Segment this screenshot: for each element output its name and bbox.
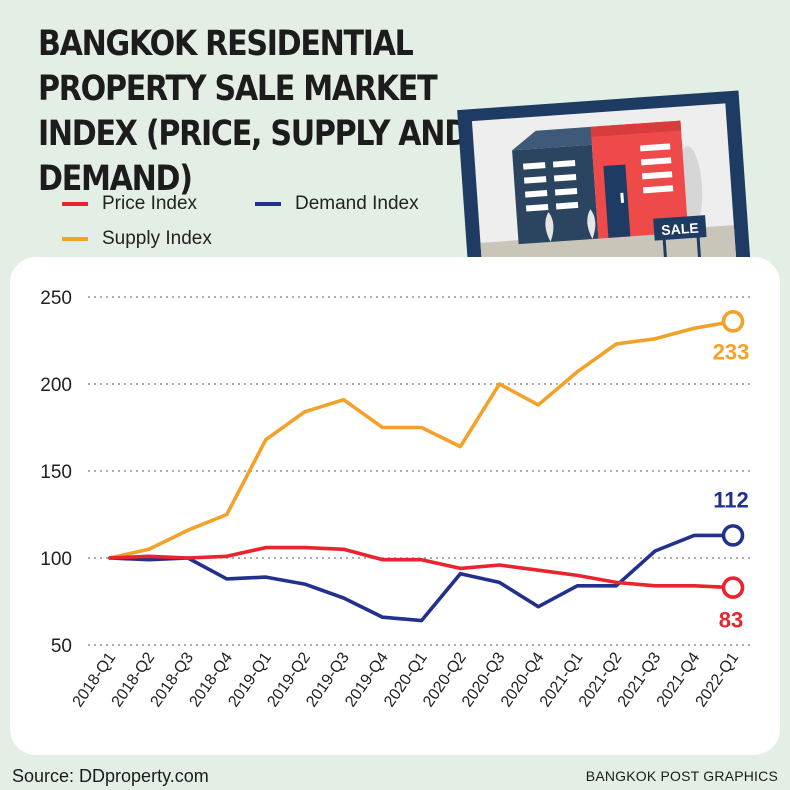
- source-note: Source: DDproperty.com: [12, 766, 209, 786]
- line-chart: 50 100 150 200 250 2018-Q12018-Q22018-Q32018…: [40, 288, 750, 710]
- legend-item-price: Price Index: [62, 193, 197, 215]
- end-point-marker: [721, 310, 745, 333]
- end-labels: 233 112 83: [713, 310, 750, 633]
- x-axis-ticks: 2018-Q12018-Q22018-Q32018-Q42019-Q12019-…: [70, 649, 743, 710]
- legend-swatch-supply: [62, 237, 88, 241]
- graphics-credit: BANGKOK POST GRAPHICS: [585, 768, 778, 784]
- chart-card: 50 100 150 200 250 2018-Q1 2018-Q2 2018-Q3 2018…: [10, 257, 780, 755]
- series-line-supply-index: [108, 319, 735, 560]
- y-tick-label: 50: [51, 636, 72, 657]
- sale-sign-text: SALE: [661, 220, 699, 239]
- legend-item-supply: Supply Index: [62, 228, 212, 250]
- series-line-demand-index: [108, 533, 735, 623]
- end-value-label: 112: [713, 487, 749, 512]
- y-tick-label: 100: [40, 549, 72, 570]
- legend-label-demand: Demand Index: [295, 193, 419, 214]
- series-line-price-index: [108, 545, 735, 590]
- legend-item-demand: Demand Index: [255, 193, 419, 215]
- legend-label-supply: Supply Index: [102, 228, 212, 249]
- end-value-label: 233: [713, 339, 750, 364]
- end-point-marker: [721, 576, 745, 599]
- legend-swatch-demand: [255, 202, 281, 206]
- grid-lines: [88, 296, 750, 646]
- y-axis-ticks: 50 100 150 200 250: [40, 288, 72, 657]
- y-tick-label: 200: [40, 375, 72, 396]
- chart-title: BANGKOK RESIDENTIAL PROPERTY SALE MARKET…: [38, 24, 469, 199]
- end-value-label: 83: [719, 608, 743, 633]
- end-point-marker: [721, 524, 745, 547]
- legend-swatch-price: [62, 202, 88, 206]
- series-lines: [108, 319, 735, 623]
- y-tick-label: 150: [40, 462, 72, 483]
- y-tick-label: 250: [40, 288, 72, 309]
- legend-label-price: Price Index: [102, 193, 198, 214]
